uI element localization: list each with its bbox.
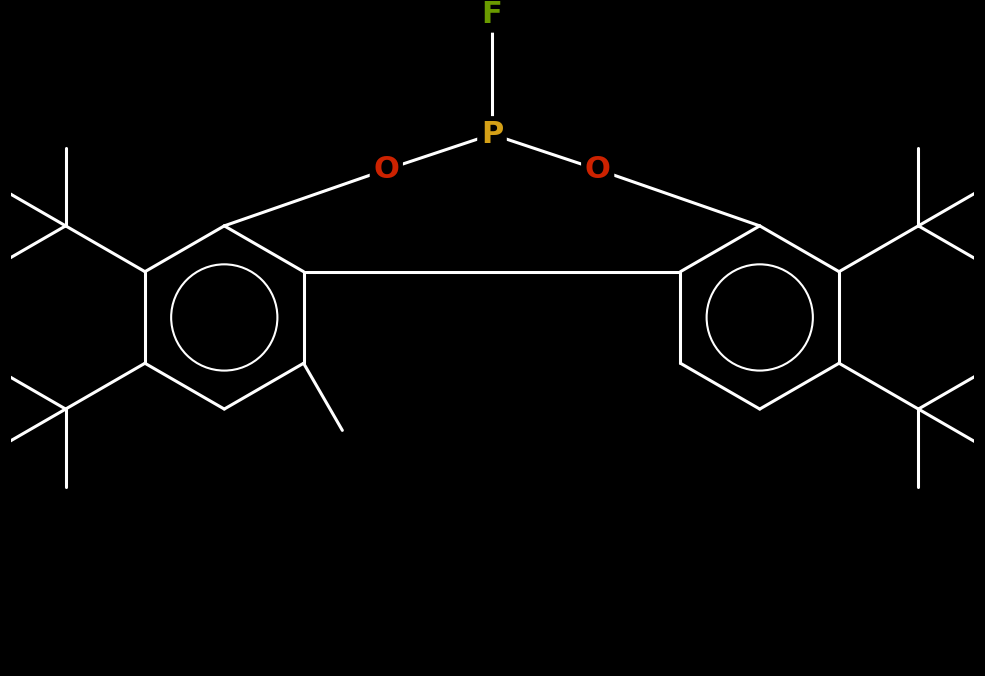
Text: F: F bbox=[482, 0, 502, 29]
Text: P: P bbox=[481, 120, 503, 149]
Text: O: O bbox=[585, 155, 611, 184]
Text: O: O bbox=[373, 155, 399, 184]
